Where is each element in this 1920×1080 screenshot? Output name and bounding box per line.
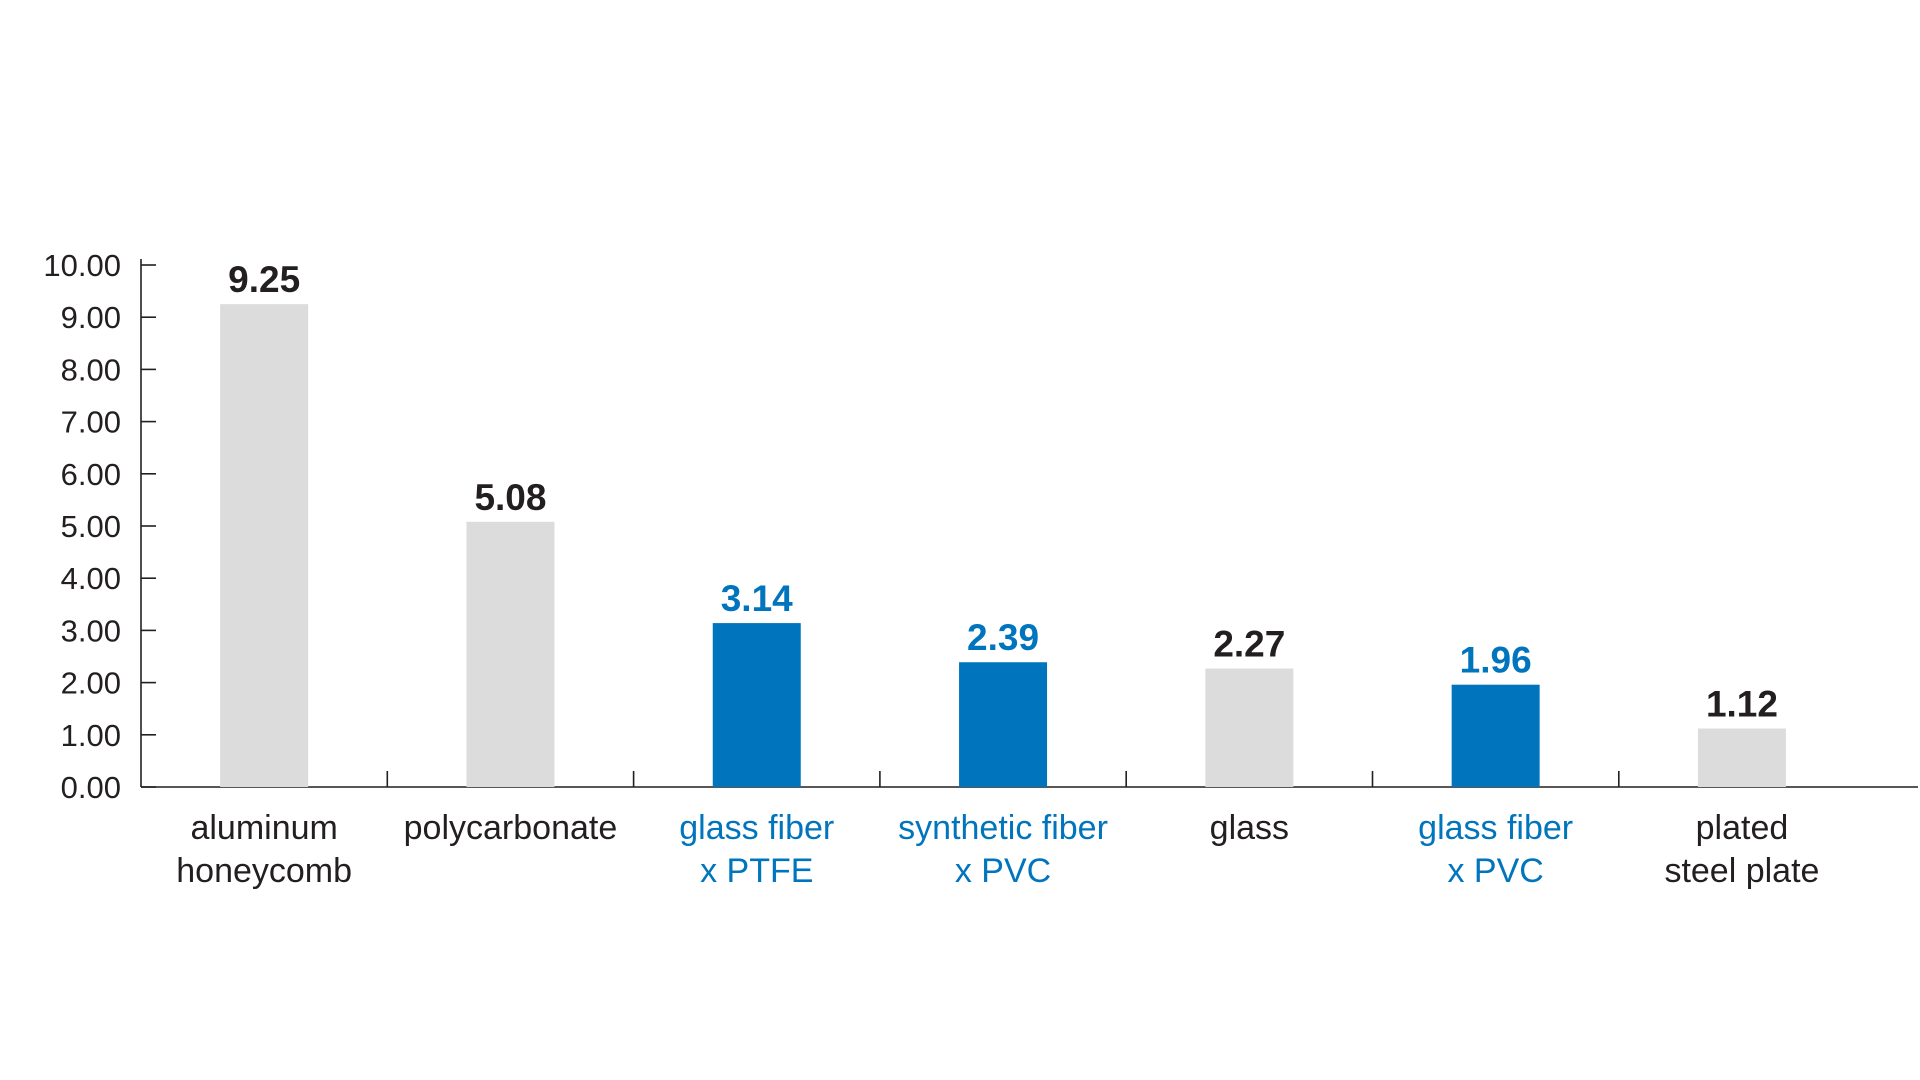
bar (466, 521, 555, 787)
y-tick-label: 7.00 (61, 405, 121, 440)
bar (1451, 684, 1540, 787)
y-tick-label: 5.00 (61, 509, 121, 544)
y-tick-label: 10.00 (43, 248, 121, 283)
y-axis: 0.00 1.00 2.00 3.00 4.00 5.00 6.00 7.00 8.00 9.00… (43, 248, 156, 805)
bar (1205, 668, 1294, 787)
category-label: steel plate (1664, 852, 1819, 890)
value-labels: 9.25 5.08 3.14 2.39 2.27 1.96 1.12 (228, 259, 1778, 724)
bar-value-label: 1.12 (1706, 684, 1778, 725)
bar-value-label: 2.39 (967, 617, 1039, 658)
category-label: x PTFE (700, 852, 813, 890)
category-label: glass fiber (679, 809, 834, 847)
category-label: plated (1696, 809, 1789, 847)
category-label: glass fiber (1418, 809, 1573, 847)
category-label: honeycomb (176, 852, 352, 890)
category-label: x PVC (1447, 852, 1543, 890)
y-tick-label: 4.00 (61, 561, 121, 596)
y-tick-label: 1.00 (61, 718, 121, 753)
category-labels: aluminum honeycomb polycarbonate glass fibe… (176, 809, 1819, 890)
category-label: glass (1210, 809, 1289, 847)
bar (220, 304, 309, 787)
category-label: aluminum (190, 809, 337, 847)
y-tick-label: 3.00 (61, 613, 121, 648)
y-tick-label: 8.00 (61, 352, 121, 387)
y-tick-label: 0.00 (61, 770, 121, 805)
bar-value-label: 2.27 (1213, 624, 1285, 665)
bar-value-label: 1.96 (1460, 640, 1532, 681)
category-label: synthetic fiber (898, 809, 1108, 847)
bar-value-label: 3.14 (721, 578, 793, 619)
y-tick-label: 6.00 (61, 457, 121, 492)
bar-value-label: 9.25 (228, 259, 300, 300)
bar-value-label: 5.08 (474, 477, 546, 518)
category-label: x PVC (955, 852, 1051, 890)
category-label: polycarbonate (404, 809, 618, 847)
bars (220, 304, 1786, 787)
y-tick-label: 9.00 (61, 300, 121, 335)
bar (712, 623, 801, 787)
y-tick-label: 2.00 (61, 666, 121, 701)
bar (959, 662, 1048, 787)
bar (1697, 728, 1786, 787)
